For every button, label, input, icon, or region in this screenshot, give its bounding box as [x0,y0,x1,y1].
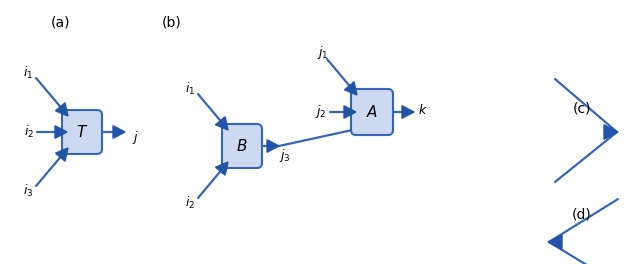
Polygon shape [548,235,562,249]
Text: $T$: $T$ [76,124,88,140]
Text: $j_3$: $j_3$ [279,147,291,163]
Text: $i_2$: $i_2$ [24,124,34,140]
Text: $B$: $B$ [236,138,248,154]
Text: $j$: $j$ [132,129,138,145]
Text: $i_3$: $i_3$ [23,183,33,199]
Polygon shape [344,106,356,118]
FancyBboxPatch shape [62,110,102,154]
Text: (c): (c) [573,102,591,116]
Text: $i_1$: $i_1$ [23,65,33,81]
Text: $A$: $A$ [366,104,378,120]
Text: (d): (d) [572,207,592,221]
Polygon shape [344,82,357,95]
Polygon shape [55,126,67,138]
Polygon shape [216,117,228,130]
FancyBboxPatch shape [351,89,393,135]
Text: $k$: $k$ [418,103,428,117]
Text: (a): (a) [51,15,70,29]
Polygon shape [267,140,279,152]
Text: (b): (b) [162,15,182,29]
Polygon shape [56,103,68,116]
Polygon shape [113,126,125,138]
Text: $i_1$: $i_1$ [185,81,195,97]
FancyBboxPatch shape [222,124,262,168]
Text: $i_2$: $i_2$ [185,195,195,211]
Text: $j_1$: $j_1$ [317,44,329,60]
Text: $j_2$: $j_2$ [316,103,327,120]
Polygon shape [56,148,68,161]
Polygon shape [402,106,414,118]
Polygon shape [216,162,228,175]
Polygon shape [604,125,618,139]
